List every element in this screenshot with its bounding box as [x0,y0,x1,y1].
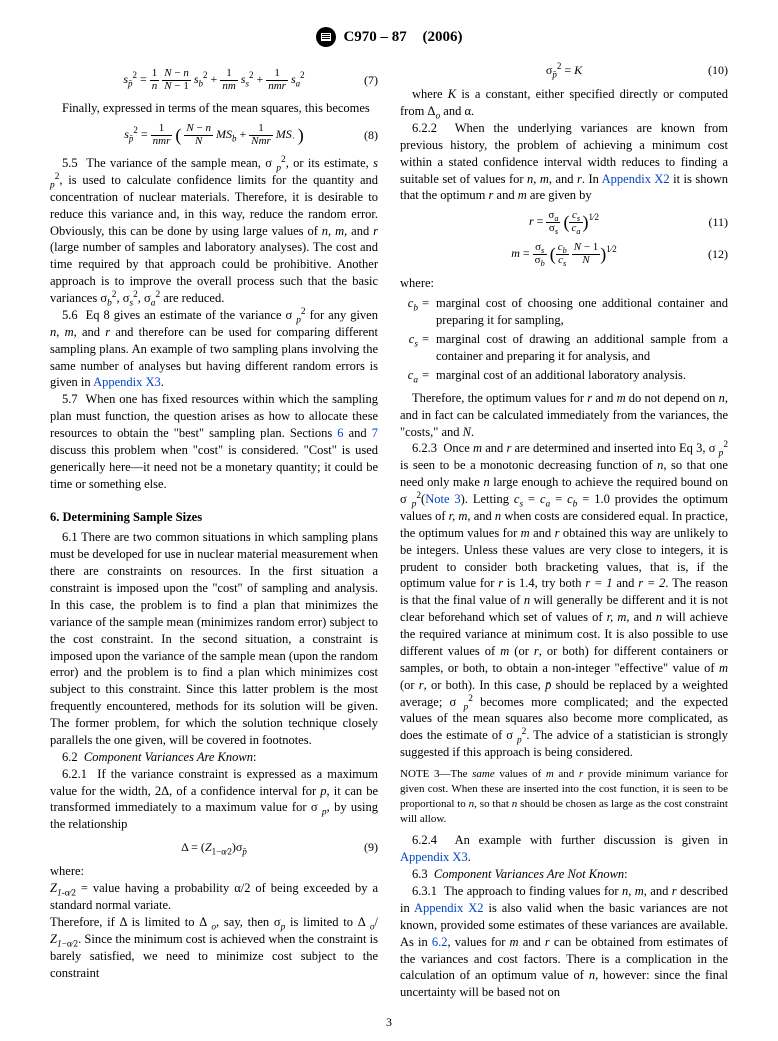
para-6-3-1: 6.3.1 The approach to finding values for… [400,883,728,1001]
equation-8: sp̄2 = 1nmr ( N − nN MSb + 1Nmr MS· ) (8… [50,123,378,147]
para-6-2-1c: where K is a constant, either specified … [400,86,728,120]
equation-7: sp̄2 = 1n N − nN − 1 sb2 + 1nm ss2 + 1nm… [50,68,378,92]
link-section-6-2[interactable]: 6.2 [432,935,448,949]
standard-number: C970 – 87 [343,27,406,47]
astm-logo-icon [315,26,337,48]
body-columns: sp̄2 = 1n N − nN − 1 sb2 + 1nm ss2 + 1nm… [50,62,728,1002]
para-5-5: 5.5 The variance of the sample mean, σ p… [50,155,378,307]
equation-number: (9) [364,839,378,855]
equation-10: σp̄2 = K (10) [400,62,728,78]
link-note-3[interactable]: Note 3 [425,492,460,506]
where-label-12: where: [400,275,728,292]
equation-9: Δ = (Z1−α⁄2)σp̄ (9) [50,839,378,855]
para-6-2-1b: Therefore, if Δ is limited to Δ o, say, … [50,914,378,982]
para-6-2-1: 6.2.1 If the variance constraint is expr… [50,766,378,834]
para-6-2-2c: Therefore, the optimum values for r and … [400,390,728,441]
section-6-heading: 6. Determining Sample Sizes [50,509,378,526]
para-5-7: 5.7 When one has fixed resources within … [50,391,378,492]
equation-11: r = σaσs (csca)1⁄2 (11) [400,210,728,234]
equation-number: (8) [364,127,378,143]
where-label-9: where: [50,863,378,880]
link-section-6[interactable]: 6 [337,426,343,440]
para-after-eq7: Finally, expressed in terms of the mean … [50,100,378,117]
equation-number: (7) [364,72,378,88]
link-appendix-x3-b[interactable]: Appendix X3 [400,850,468,864]
where-9-Z: Z1-α⁄2 = value having a probability α/2 … [50,880,378,914]
equation-number: (12) [708,246,728,262]
link-appendix-x3[interactable]: Appendix X3 [93,375,161,389]
equation-number: (11) [708,214,728,230]
para-6-2-4: 6.2.4 An example with further discussion… [400,832,728,866]
para-5-6: 5.6 Eq 8 gives an estimate of the varian… [50,307,378,391]
link-appendix-x2-b[interactable]: Appendix X2 [414,901,484,915]
link-appendix-x2[interactable]: Appendix X2 [602,172,670,186]
para-6-2-2: 6.2.2 When the underlying variances are … [400,120,728,204]
para-6-2-3: 6.2.3 Once m and r are determined and in… [400,440,728,761]
equation-12: m = σsσb (cbcs N − 1N)1⁄2 (12) [400,242,728,266]
page-header: C970 – 87 (2006) [50,26,728,48]
where-list-12: cb=marginal cost of choosing one additio… [400,295,728,383]
page-number: 3 [50,1014,728,1030]
para-6-3-heading: 6.3 Component Variances Are Not Known: [400,866,728,883]
equation-number: (10) [708,62,728,78]
para-6-1: 6.1 There are two common situations in w… [50,529,378,748]
standard-year: (2006) [423,27,463,47]
note-3: NOTE 3—The same values of m and r provid… [400,767,728,826]
para-6-2-heading: 6.2 Component Variances Are Known: [50,749,378,766]
link-section-7[interactable]: 7 [372,426,378,440]
